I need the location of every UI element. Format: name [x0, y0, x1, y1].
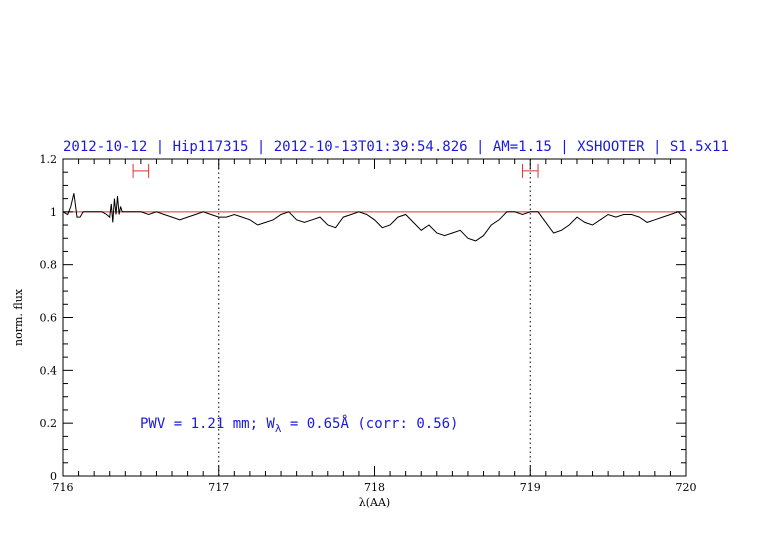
axis-ticks: 716 717 718 719 720 0 0.2 0.4 0.6 0.8 1 1.2 [40, 153, 697, 494]
chart-title: 2012-10-12 | Hip117315 | 2012-10-13T01:3… [63, 139, 729, 155]
x-tick-label: 716 [53, 481, 74, 494]
y-tick-label: 1.2 [40, 153, 58, 166]
annotation-rest: = 0.65Å (corr: 0.56) [281, 415, 458, 432]
annotation-pwv: PWV = 1.21 mm; W [140, 416, 275, 432]
y-tick-label: 0.4 [40, 364, 58, 377]
plot-area [62, 159, 687, 476]
x-tick-label: 717 [208, 481, 229, 494]
y-tick-label: 0.2 [40, 417, 58, 430]
spectrum-line [62, 193, 687, 242]
annotation-subscript: λ [275, 422, 282, 435]
pwv-annotation: PWV = 1.21 mm; Wλ = 0.65Å (corr: 0.56) [140, 415, 459, 435]
interval-marker [521, 163, 539, 178]
interval-marker [132, 163, 150, 178]
x-axis-label: λ(AA) [359, 496, 390, 509]
x-tick-label: 718 [364, 481, 385, 494]
y-tick-label: 0.8 [40, 259, 58, 272]
y-tick-label: 1 [50, 206, 57, 219]
y-tick-label: 0.6 [40, 312, 58, 325]
y-axis-label: norm. flux [12, 288, 25, 346]
x-tick-label: 720 [676, 481, 697, 494]
x-tick-label: 719 [520, 481, 541, 494]
y-tick-label: 0 [50, 470, 57, 483]
